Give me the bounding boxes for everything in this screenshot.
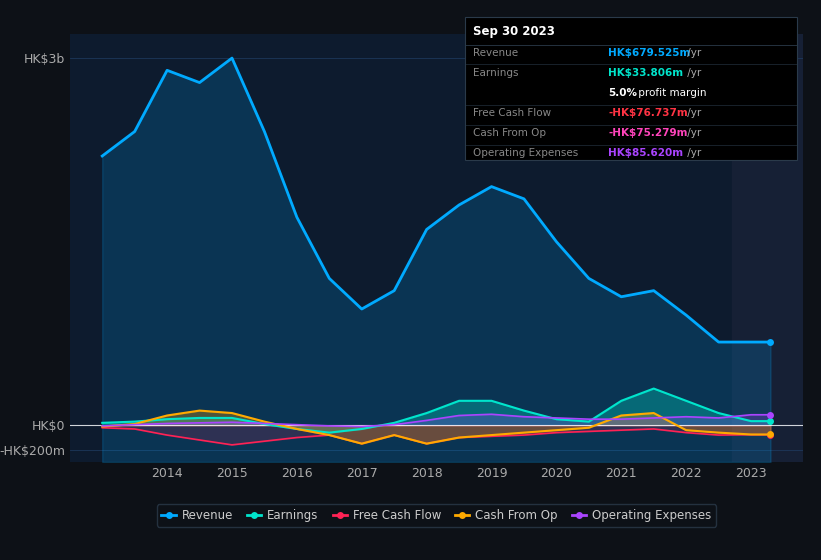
Text: HK$85.620m: HK$85.620m [608,148,684,158]
Text: /yr: /yr [684,128,701,138]
Text: Revenue: Revenue [473,48,518,58]
Text: -HK$76.737m: -HK$76.737m [608,108,688,118]
Bar [732,34,803,462]
Text: HK$679.525m: HK$679.525m [608,48,690,58]
Legend: Revenue, Earnings, Free Cash Flow, Cash From Op, Operating Expenses: Revenue, Earnings, Free Cash Flow, Cash … [157,505,716,527]
Text: /yr: /yr [684,108,701,118]
Text: /yr: /yr [684,68,701,78]
Text: /yr: /yr [684,148,701,158]
Text: /yr: /yr [684,48,701,58]
Text: Sep 30 2023: Sep 30 2023 [473,25,555,38]
Text: Free Cash Flow: Free Cash Flow [473,108,551,118]
Text: Earnings: Earnings [473,68,518,78]
Text: Cash From Op: Cash From Op [473,128,546,138]
Text: Operating Expenses: Operating Expenses [473,148,578,158]
Text: 5.0%: 5.0% [608,88,637,98]
Text: HK$33.806m: HK$33.806m [608,68,684,78]
Text: -HK$75.279m: -HK$75.279m [608,128,688,138]
Text: profit margin: profit margin [635,88,706,98]
